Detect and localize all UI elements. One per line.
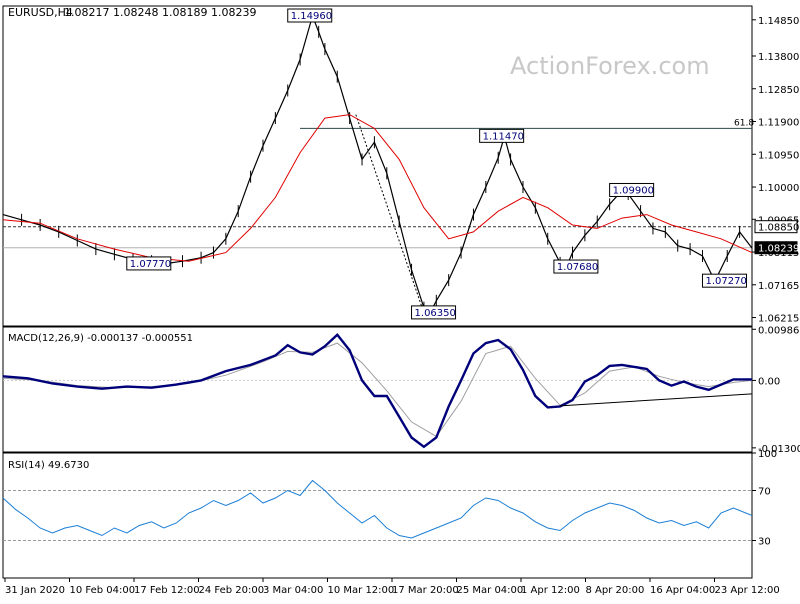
macd-line — [2, 333, 752, 449]
macd-ytick-label: 0.00 — [758, 376, 780, 387]
x-tick-label: 10 Feb 04:00 — [70, 585, 136, 596]
price-ytick-label: 1.12850 — [758, 85, 799, 96]
dotted-trendline — [355, 114, 425, 314]
price-level-box — [701, 273, 747, 288]
level-badge — [754, 241, 798, 255]
grid-layer: 1.062151.071651.081151.090651.100001.109… — [2, 5, 800, 596]
rsi-title: RSI(14) 49.6730 — [8, 460, 89, 471]
price-level-box — [287, 8, 333, 23]
macd-signal-line — [2, 342, 753, 438]
x-tick-label: 3 Mar 04:00 — [263, 585, 323, 596]
price-ytick-label: 1.14850 — [758, 16, 799, 27]
x-tick-label: 16 Apr 04:00 — [650, 585, 715, 596]
panel-frame-macd — [2, 326, 753, 453]
price-level-label: 1.11470 — [483, 131, 524, 142]
price-level-label: 1.07770 — [130, 259, 171, 270]
macd-ytick-label: -0.013002 — [758, 444, 800, 455]
level-badge — [754, 220, 798, 234]
price-ytick-label: 1.11900 — [758, 118, 799, 129]
x-tick-label: 31 Jan 2020 — [5, 585, 65, 596]
x-tick-label: 25 Mar 04:00 — [457, 585, 524, 596]
x-tick-label: 8 Apr 20:00 — [586, 585, 645, 596]
price-level-box — [411, 305, 457, 320]
macd-title: MACD(12,26,9) -0.000137 -0.000551 — [8, 333, 193, 344]
instrument-label: EURUSD,H4 — [8, 6, 73, 19]
price-ytick-label: 1.06215 — [758, 314, 799, 325]
price-level-label: 1.06350 — [415, 308, 456, 319]
price-ytick-label: 1.13800 — [758, 52, 799, 63]
rsi-line — [2, 479, 753, 539]
price-level-label: 1.07680 — [557, 262, 598, 273]
panel-frame-price — [2, 5, 753, 327]
x-tick-label: 10 Mar 12:00 — [328, 585, 395, 596]
macd-trendline — [560, 393, 753, 407]
rsi-ytick-label: 30 — [758, 537, 771, 548]
x-tick-label: 1 Apr 12:00 — [521, 585, 580, 596]
rsi-ytick-label: 100 — [758, 449, 777, 460]
level-badge-label: 1.08239 — [758, 244, 799, 255]
panel-frame-rsi — [2, 452, 753, 579]
rsi-ytick-label: 70 — [758, 487, 771, 498]
x-tick-label: 17 Mar 20:00 — [392, 585, 459, 596]
price-level-label: 1.07270 — [705, 276, 746, 287]
price-level-box — [126, 256, 172, 271]
x-tick-label: 17 Feb 12:00 — [134, 585, 200, 596]
macd-ytick-label: 0.009862 — [758, 325, 800, 336]
x-tick-label: 24 Feb 20:00 — [199, 585, 265, 596]
price-level-box — [609, 182, 655, 197]
x-tick-label: 23 Apr 12:00 — [715, 585, 780, 596]
price-level-box — [479, 128, 525, 143]
fib-618-label: 61.8 — [734, 118, 754, 128]
price-level-box — [553, 259, 599, 274]
price-ytick-label: 1.10950 — [758, 150, 799, 161]
price-ytick-label: 1.07165 — [758, 281, 799, 292]
price-ytick-label: 1.10000 — [758, 183, 799, 194]
watermark: ActionForex.com — [510, 52, 710, 80]
level-badge-label: 1.08850 — [758, 223, 799, 234]
price-level-label: 1.09900 — [613, 185, 654, 196]
plot-layer: 61.8 1.14960 1.11470 1.09900 1.07770 1.07680 1… — [2, 8, 799, 541]
ohlc-readout: 1.08217 1.08248 1.08189 1.08239 — [64, 6, 256, 19]
price-level-label: 1.14960 — [291, 11, 332, 22]
